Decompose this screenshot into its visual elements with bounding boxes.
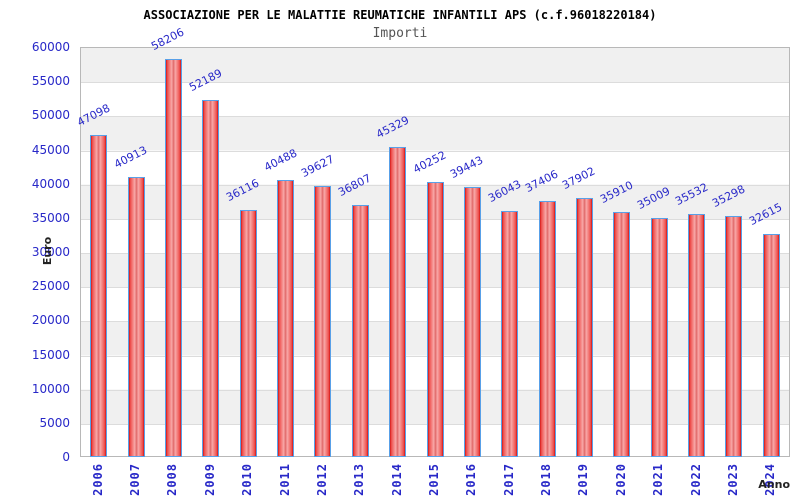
- gridline: [81, 82, 789, 84]
- bar: [463, 187, 481, 457]
- bar: [538, 201, 556, 457]
- x-axis-tick-label: 2007: [128, 463, 143, 496]
- bar: [613, 211, 631, 457]
- x-axis-tick-label: 2013: [352, 463, 367, 496]
- bar: [762, 234, 780, 457]
- y-axis-tick-label: 55000: [31, 74, 70, 89]
- x-axis-tick-label: 2012: [314, 463, 329, 496]
- bar: [127, 177, 145, 457]
- x-axis-tick-label: 2009: [202, 463, 217, 496]
- x-axis-tick-label: 2016: [464, 463, 479, 496]
- y-axis-tick-label: 45000: [31, 142, 70, 157]
- bar: [90, 135, 108, 457]
- x-axis-tick-label: 2008: [165, 463, 180, 496]
- bar: [501, 210, 519, 457]
- x-axis-tick-label: 2015: [427, 463, 441, 496]
- x-axis-tick-label: 2014: [389, 463, 404, 496]
- y-axis-tick-label: 0: [62, 450, 70, 464]
- bar: [314, 186, 332, 457]
- x-axis-tick-label: 2021: [651, 463, 666, 496]
- y-axis-tick-label: 50000: [31, 108, 70, 123]
- bar: [277, 180, 295, 457]
- x-axis-title: Anno: [758, 478, 790, 491]
- x-axis-tick-label: 2020: [613, 463, 628, 496]
- bar: [164, 59, 182, 457]
- y-axis-title: Euro: [41, 236, 54, 266]
- bar: [202, 100, 220, 457]
- y-axis-tick-label: 25000: [31, 279, 70, 294]
- x-axis-tick-label: 2006: [90, 463, 105, 496]
- chart-subtitle: Importi: [372, 26, 428, 41]
- x-axis-tick-label: 2010: [240, 463, 255, 496]
- y-axis-tick-label: 15000: [31, 347, 70, 362]
- bar: [426, 181, 444, 457]
- x-axis-tick-label: 2019: [576, 463, 591, 496]
- x-axis-tick-label: 2018: [539, 463, 554, 496]
- bar: [575, 198, 593, 457]
- x-axis-tick-label: 2011: [277, 463, 292, 496]
- y-axis-tick-label: 10000: [31, 381, 70, 396]
- x-axis-tick-label: 2017: [501, 463, 516, 496]
- bar: [688, 214, 706, 457]
- gridline: [81, 150, 789, 152]
- y-axis-tick-label: 30000: [31, 245, 70, 259]
- bar: [239, 210, 257, 457]
- chart-title: ASSOCIAZIONE PER LE MALATTIE REUMATICHE …: [143, 8, 657, 22]
- bar: [650, 217, 668, 457]
- gridline: [81, 116, 789, 118]
- y-axis-tick-label: 40000: [31, 176, 70, 191]
- y-axis-tick-label: 20000: [31, 313, 70, 328]
- y-axis-tick-label: 35000: [31, 210, 70, 225]
- bar: [389, 147, 407, 457]
- bar: [351, 205, 369, 457]
- y-axis-tick-label: 5000: [39, 415, 70, 430]
- x-axis-tick-label: 2022: [688, 463, 703, 496]
- bar: [725, 215, 743, 457]
- y-axis-tick-label: 60000: [31, 40, 70, 54]
